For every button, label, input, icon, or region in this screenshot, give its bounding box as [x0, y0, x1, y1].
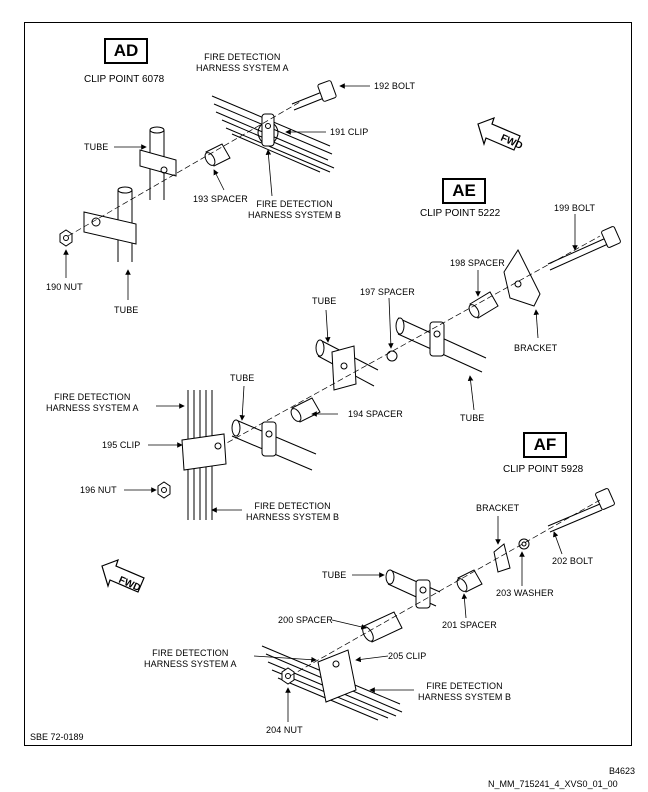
figure-code: B4623: [609, 766, 636, 776]
clip-point-ae: CLIP POINT 5222: [420, 208, 501, 219]
label-tube-3: TUBE: [312, 296, 337, 306]
clip-point-ad: CLIP POINT 6078: [84, 74, 165, 85]
clip-205-shape: [317, 649, 357, 703]
nut-196-shape: [157, 481, 171, 499]
tube-ad-lower: [83, 186, 137, 262]
harness-bundle-ad: [211, 95, 335, 173]
view-ae-lower-art: [157, 390, 321, 520]
label-spacer-194: 194 SPACER: [348, 409, 403, 419]
label-bracket-2: BRACKET: [476, 503, 520, 513]
clip-point-af: CLIP POINT 5928: [503, 464, 584, 475]
nut-190-shape: [59, 229, 73, 247]
label-spacer-193: 193 SPACER: [193, 194, 248, 204]
view-ae-art: [195, 226, 621, 461]
sbe-reference: SBE 72-0189: [30, 732, 84, 742]
clip-195-shape: [181, 433, 227, 471]
label-spacer-197: 197 SPACER: [360, 287, 415, 297]
bracket-af-shape: [493, 543, 511, 573]
label-clip-195: 195 CLIP: [102, 440, 141, 450]
tube-ae-lower: [231, 419, 317, 471]
label-fdh-a-3: FIRE DETECTION HARNESS SYSTEM A: [144, 648, 237, 669]
tube-ae-right: [395, 317, 487, 373]
bolt-202-shape: [547, 488, 615, 533]
label-spacer-201: 201 SPACER: [442, 620, 497, 630]
label-tube-5: TUBE: [230, 373, 255, 383]
label-tube-4: TUBE: [460, 413, 485, 423]
view-code-af: AF: [523, 432, 567, 458]
spacer-193-shape: [204, 143, 231, 167]
label-nut-204: 204 NUT: [266, 725, 303, 735]
label-washer-203: 203 WASHER: [496, 588, 554, 598]
illustration-frame: [24, 22, 632, 746]
bracket-ae-shape: [503, 248, 541, 307]
tube-af: [385, 569, 441, 609]
label-spacer-198: 198 SPACER: [450, 258, 505, 268]
fwd-arrow-lower: [101, 558, 145, 593]
drawing-id: N_MM_715241_4_XVS0_01_00: [488, 779, 618, 789]
label-fdh-a-1: FIRE DETECTION HARNESS SYSTEM A: [196, 52, 289, 73]
label-bolt-199: 199 BOLT: [554, 203, 596, 213]
label-fdh-b-1: FIRE DETECTION HARNESS SYSTEM B: [248, 199, 342, 220]
label-tube-1: TUBE: [84, 142, 109, 152]
label-bolt-192: 192 BOLT: [374, 81, 416, 91]
label-tube-6: TUBE: [322, 570, 347, 580]
bolt-192-shape: [291, 80, 337, 111]
view-ad-art: [59, 80, 337, 262]
label-clip-191: 191 CLIP: [330, 127, 369, 137]
view-code-ae: AE: [442, 178, 486, 204]
washer-203-shape: [518, 538, 530, 550]
bolt-199-shape: [547, 226, 621, 271]
label-bolt-202: 202 BOLT: [552, 556, 594, 566]
label-clip-205: 205 CLIP: [388, 651, 427, 661]
tube-ae-left: [315, 339, 379, 391]
nut-204-shape: [281, 667, 295, 685]
leader-lines: [63, 83, 578, 722]
view-af-art: [261, 488, 615, 721]
label-bracket-1: BRACKET: [514, 343, 558, 353]
fwd-arrow-upper: [477, 116, 521, 151]
spacer-197-shape: [386, 350, 398, 362]
label-fdh-b-3: FIRE DETECTION HARNESS SYSTEM B: [418, 681, 512, 702]
label-tube-2: TUBE: [114, 305, 139, 315]
label-spacer-200: 200 SPACER: [278, 615, 333, 625]
tube-ad-upper: [139, 126, 177, 200]
label-fdh-a-2: FIRE DETECTION HARNESS SYSTEM A: [46, 392, 139, 413]
view-code-ad: AD: [104, 38, 148, 64]
label-fdh-b-2: FIRE DETECTION HARNESS SYSTEM B: [246, 501, 340, 522]
label-nut-190: 190 NUT: [46, 282, 83, 292]
label-nut-196: 196 NUT: [80, 485, 117, 495]
